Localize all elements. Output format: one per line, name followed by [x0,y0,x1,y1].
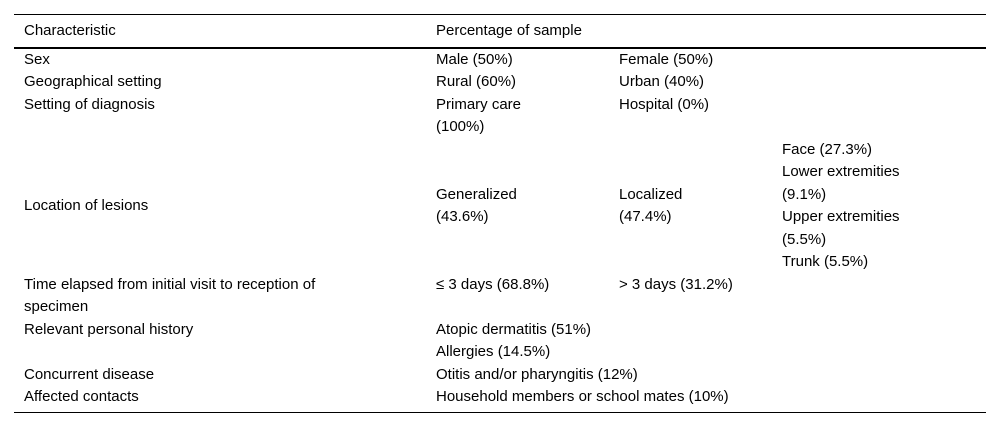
row-label: Setting of diagnosis [24,95,155,113]
value-cell: Rural (60%) [436,73,517,90]
row-label: Location of lesions [24,196,149,214]
row-label: Sex [24,50,50,68]
sample-characteristics-table: Characteristic Percentage of sample Sex … [14,14,987,413]
value-cell: Primary care (100%) [436,95,522,136]
value-cell [772,71,986,94]
value-cell: Generalized (43.6%) [436,185,517,226]
value-cell [772,94,986,139]
table-header-row: Characteristic Percentage of sample [14,14,987,49]
row-label: Geographical setting [24,73,162,90]
table-row-sex: Sex Male (50%) Female (50%) [14,48,986,72]
value-cell: Hospital (0%) [619,95,710,113]
value-cell: ≤ 3 days (68.8%) [436,275,550,293]
table-row-location-of-lesions: Location of lesions Generalized (43.6%) … [14,139,986,274]
value-cell: Household members or school mates (10%) [436,388,729,405]
percentage-column-header: Percentage of sample [426,14,987,49]
value-cell: Atopic dermatitis (51%) Allergies (14.5%… [436,320,592,361]
row-label: Affected contacts [24,388,139,405]
characteristic-column-header: Characteristic [14,14,426,49]
value-cell: Face (27.3%) Lower extremities (9.1%) Up… [782,140,900,271]
table-row-relevant-personal-history: Relevant personal history Atopic dermati… [14,319,986,364]
table-row-affected-contacts: Affected contacts Household members or s… [14,386,986,412]
value-cell: Male (50%) [436,50,513,68]
value-cell: Localized (47.4%) [619,185,683,226]
value-cell [772,274,986,319]
sample-characteristics-table-container: Characteristic Percentage of sample Sex … [14,14,987,413]
value-cell: Female (50%) [619,50,714,68]
table-row-concurrent-disease: Concurrent disease Otitis and/or pharyng… [14,364,986,387]
value-cell: Otitis and/or pharyngitis (12%) [436,365,638,383]
table-row-time-elapsed: Time elapsed from initial visit to recep… [14,274,986,319]
row-label: Relevant personal history [24,320,194,338]
row-label: Time elapsed from initial visit to recep… [24,275,316,316]
value-cell: > 3 days (31.2%) [619,275,733,293]
table-row-geographical-setting: Geographical setting Rural (60%) Urban (… [14,71,986,94]
value-cell [772,48,986,72]
value-cell: Urban (40%) [619,73,705,90]
row-label: Concurrent disease [24,365,155,383]
table-row-setting-of-diagnosis: Setting of diagnosis Primary care (100%)… [14,94,986,139]
